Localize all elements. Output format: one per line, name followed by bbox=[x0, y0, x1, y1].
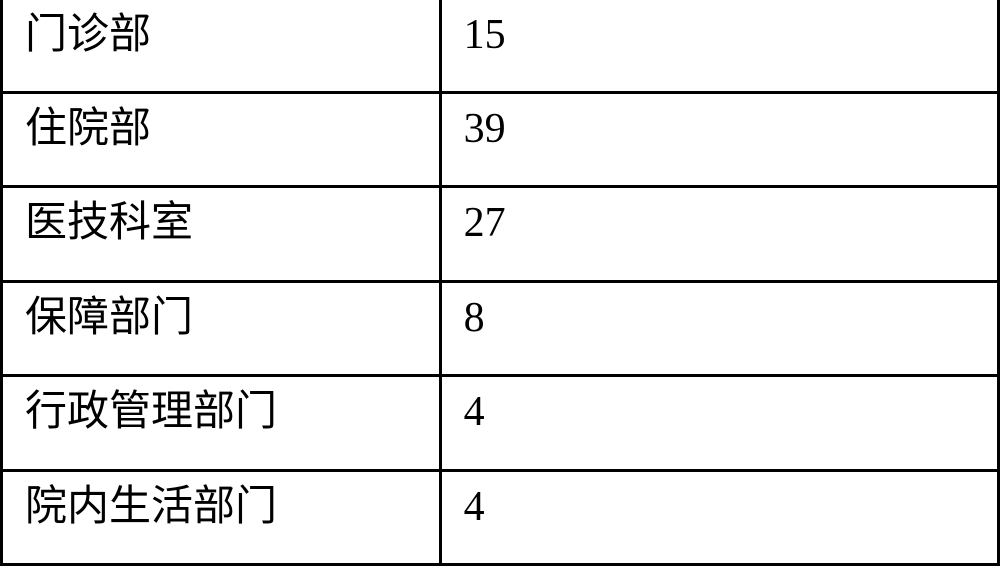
table-row: 医技科室 27 bbox=[2, 187, 999, 281]
table-row: 保障部门 8 bbox=[2, 281, 999, 375]
row-value: 27 bbox=[440, 187, 998, 281]
row-value: 8 bbox=[440, 281, 998, 375]
data-table: 门诊部 15 住院部 39 医技科室 27 保障部门 8 行政管理部门 4 院内… bbox=[0, 0, 1000, 566]
row-label: 住院部 bbox=[2, 92, 441, 186]
row-label: 保障部门 bbox=[2, 281, 441, 375]
row-label: 院内生活部门 bbox=[2, 470, 441, 564]
row-value: 4 bbox=[440, 376, 998, 470]
row-label: 医技科室 bbox=[2, 187, 441, 281]
table-row: 门诊部 15 bbox=[2, 0, 999, 92]
table-row: 院内生活部门 4 bbox=[2, 470, 999, 564]
table-row: 住院部 39 bbox=[2, 92, 999, 186]
row-label: 门诊部 bbox=[2, 0, 441, 92]
table-row: 行政管理部门 4 bbox=[2, 376, 999, 470]
row-label: 行政管理部门 bbox=[2, 376, 441, 470]
table-body: 门诊部 15 住院部 39 医技科室 27 保障部门 8 行政管理部门 4 院内… bbox=[2, 0, 999, 565]
row-value: 15 bbox=[440, 0, 998, 92]
row-value: 39 bbox=[440, 92, 998, 186]
row-value: 4 bbox=[440, 470, 998, 564]
table-container: 门诊部 15 住院部 39 医技科室 27 保障部门 8 行政管理部门 4 院内… bbox=[0, 0, 1000, 566]
